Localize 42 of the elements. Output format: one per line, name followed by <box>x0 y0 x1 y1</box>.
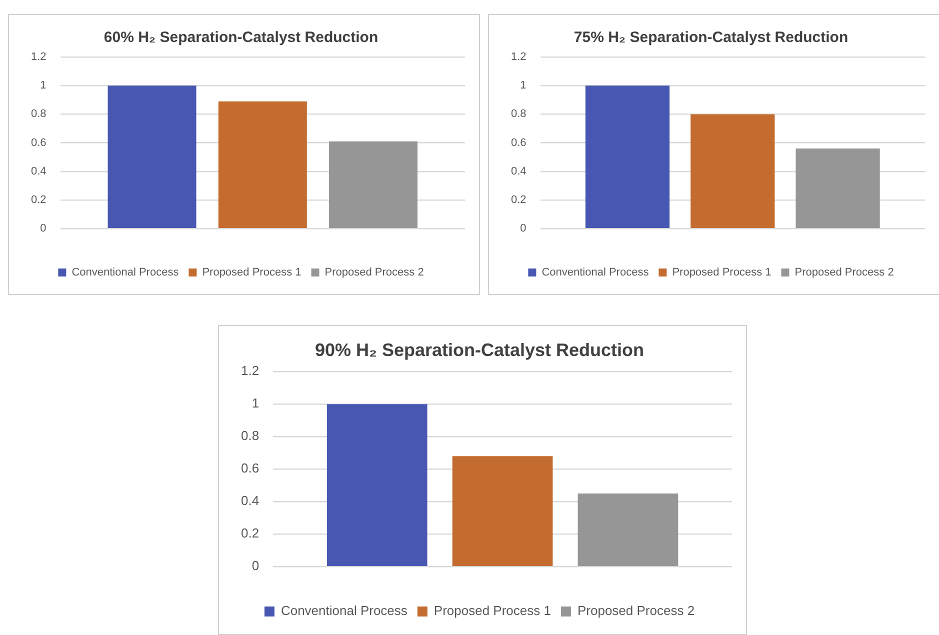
y-tick-label: 0 <box>40 222 46 235</box>
y-tick-label: 0.2 <box>30 194 46 206</box>
bar <box>218 101 307 228</box>
legend-label: Conventional Process <box>72 266 180 279</box>
y-tick-label: 1.2 <box>240 363 260 378</box>
y-tick-label: 0.6 <box>240 460 260 476</box>
legend-label: Conventional Process <box>280 603 408 618</box>
legend-label: Proposed Process 2 <box>794 266 894 279</box>
y-tick-label: 0.4 <box>240 493 260 508</box>
y-tick-label: 0.2 <box>510 194 526 206</box>
legend-label: Proposed Process 1 <box>672 266 772 279</box>
legend-label: Proposed Process 1 <box>434 603 551 618</box>
legend-label: Conventional Process <box>542 266 650 279</box>
bar <box>578 493 678 566</box>
y-tick-label: 0.4 <box>30 165 46 178</box>
y-tick-label: 0.4 <box>510 165 526 178</box>
chart-title: 75% H₂ Separation-Catalyst Reduction <box>574 29 848 46</box>
y-tick-label: 0 <box>252 558 260 574</box>
y-tick-label: 1 <box>520 80 526 92</box>
y-tick-label: 0.8 <box>510 108 526 120</box>
y-tick-label: 1 <box>252 396 260 411</box>
y-tick-label: 1.2 <box>30 51 46 64</box>
chart-title: 90% H₂ Separation-Catalyst Reduction <box>314 340 644 360</box>
bar <box>796 148 880 228</box>
bar <box>108 86 196 228</box>
legend-label: Proposed Process 2 <box>324 266 424 279</box>
y-tick-label: 1 <box>40 80 46 92</box>
bar <box>690 114 775 228</box>
legend-label: Proposed Process 1 <box>202 266 302 279</box>
y-tick-label: 0.2 <box>240 526 260 541</box>
bar <box>329 141 418 228</box>
y-tick-label: 1.2 <box>510 51 526 64</box>
legend-label: Proposed Process 2 <box>577 603 695 618</box>
y-tick-label: 0.8 <box>240 428 260 444</box>
y-tick-label: 0.6 <box>30 136 46 149</box>
y-tick-label: 0.8 <box>30 108 46 120</box>
y-tick-label: 0 <box>520 222 526 235</box>
bar <box>452 456 553 566</box>
bar <box>326 404 428 566</box>
chart-title: 60% H₂ Separation-Catalyst Reduction <box>104 29 378 46</box>
y-tick-label: 0.6 <box>510 136 526 149</box>
bar <box>585 86 670 228</box>
